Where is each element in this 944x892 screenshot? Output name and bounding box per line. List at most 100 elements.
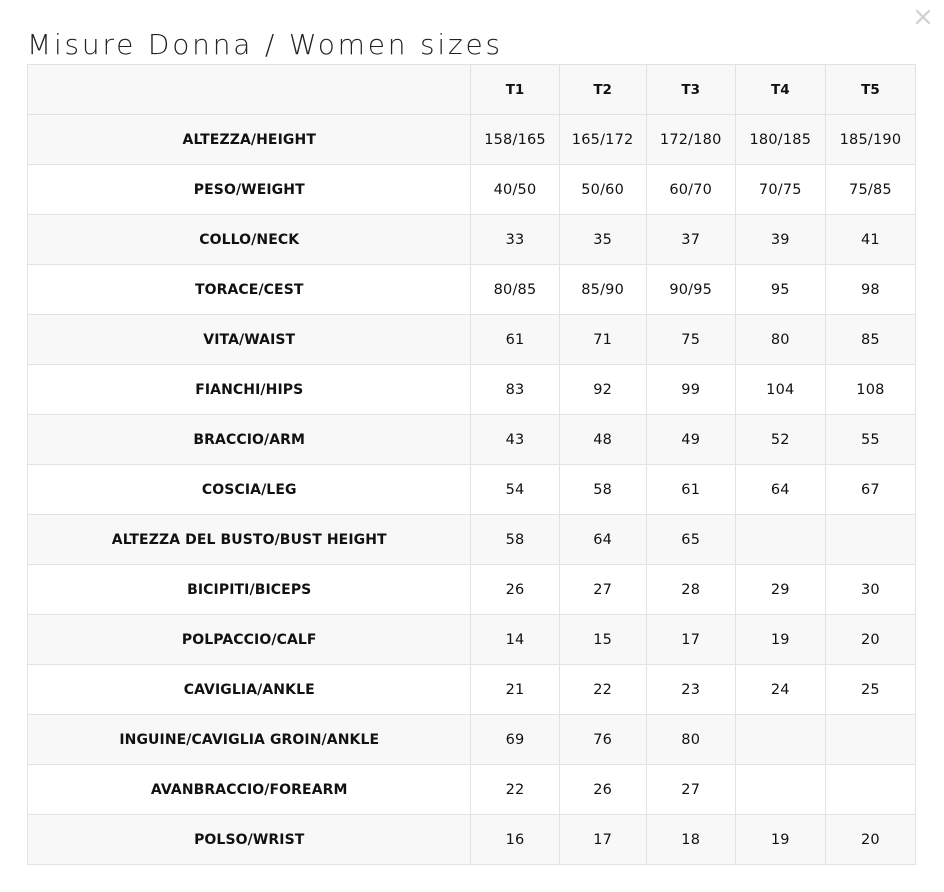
size-value-cell: 180/185 <box>734 114 826 165</box>
size-value-cell: 60/70 <box>645 164 736 215</box>
size-value-cell <box>734 514 826 565</box>
size-value-cell: 104 <box>734 364 826 415</box>
table-row: ALTEZZA DEL BUSTO/BUST HEIGHT 58 64 65 <box>26 514 917 565</box>
row-label: AVANBRACCIO/FOREARM <box>26 764 472 815</box>
size-value-cell: 17 <box>558 814 647 865</box>
table-row: POLPACCIO/CALF 14 15 17 19 20 <box>26 614 917 665</box>
size-value-cell <box>824 764 917 815</box>
size-value-cell: 75 <box>645 314 736 365</box>
size-value-cell: 55 <box>824 414 917 465</box>
table-row: BRACCIO/ARM 43 48 49 52 55 <box>26 414 917 465</box>
table-row: BICIPITI/BICEPS 26 27 28 29 30 <box>26 564 917 615</box>
size-value-cell: 20 <box>824 614 917 665</box>
header-cell-empty <box>26 64 472 115</box>
size-value-cell: 185/190 <box>824 114 917 165</box>
header-cell-t4: T4 <box>734 64 826 115</box>
close-icon <box>914 8 934 26</box>
size-value-cell: 75/85 <box>824 164 917 215</box>
size-value-cell: 58 <box>470 514 560 565</box>
size-value-cell: 26 <box>558 764 647 815</box>
size-value-cell: 48 <box>558 414 647 465</box>
size-value-cell: 27 <box>645 764 736 815</box>
size-value-cell <box>824 514 917 565</box>
row-label: ALTEZZA/HEIGHT <box>26 114 472 165</box>
size-value-cell: 90/95 <box>645 264 736 315</box>
size-value-cell: 22 <box>470 764 560 815</box>
page-title: Misure Donna / Women sizes <box>27 28 503 61</box>
size-value-cell: 80/85 <box>470 264 560 315</box>
row-label: BICIPITI/BICEPS <box>26 564 472 615</box>
size-value-cell: 69 <box>470 714 560 765</box>
size-value-cell: 58 <box>558 464 647 515</box>
size-value-cell: 15 <box>558 614 647 665</box>
size-value-cell: 37 <box>645 214 736 265</box>
close-button[interactable] <box>914 8 934 28</box>
table-row: CAVIGLIA/ANKLE 21 22 23 24 25 <box>26 664 917 715</box>
size-value-cell: 26 <box>470 564 560 615</box>
size-value-cell: 85 <box>824 314 917 365</box>
size-value-cell: 70/75 <box>734 164 826 215</box>
size-value-cell: 40/50 <box>470 164 560 215</box>
size-value-cell: 29 <box>734 564 826 615</box>
row-label: ALTEZZA DEL BUSTO/BUST HEIGHT <box>26 514 472 565</box>
size-value-cell: 65 <box>645 514 736 565</box>
size-value-cell: 158/165 <box>470 114 560 165</box>
size-value-cell: 61 <box>470 314 560 365</box>
size-value-cell: 76 <box>558 714 647 765</box>
size-value-cell: 67 <box>824 464 917 515</box>
size-value-cell: 49 <box>645 414 736 465</box>
size-value-cell: 85/90 <box>558 264 647 315</box>
table-row: TORACE/CEST 80/85 85/90 90/95 95 98 <box>26 264 917 315</box>
size-value-cell: 54 <box>470 464 560 515</box>
size-value-cell: 83 <box>470 364 560 415</box>
size-value-cell: 80 <box>645 714 736 765</box>
size-value-cell: 172/180 <box>645 114 736 165</box>
size-value-cell: 41 <box>824 214 917 265</box>
header-row: T1 T2 T3 T4 T5 <box>26 64 917 115</box>
size-value-cell: 98 <box>824 264 917 315</box>
size-value-cell: 27 <box>558 564 647 615</box>
table-row: FIANCHI/HIPS 83 92 99 104 108 <box>26 364 917 415</box>
size-value-cell <box>734 714 826 765</box>
size-value-cell: 92 <box>558 364 647 415</box>
size-value-cell: 61 <box>645 464 736 515</box>
size-value-cell: 17 <box>645 614 736 665</box>
size-value-cell: 108 <box>824 364 917 415</box>
table-row: VITA/WAIST 61 71 75 80 85 <box>26 314 917 365</box>
size-value-cell: 64 <box>558 514 647 565</box>
size-value-cell: 22 <box>558 664 647 715</box>
size-value-cell: 30 <box>824 564 917 615</box>
size-value-cell: 43 <box>470 414 560 465</box>
size-value-cell: 80 <box>734 314 826 365</box>
size-value-cell: 33 <box>470 214 560 265</box>
size-value-cell: 20 <box>824 814 917 865</box>
size-value-cell: 165/172 <box>558 114 647 165</box>
row-label: INGUINE/CAVIGLIA GROIN/ANKLE <box>26 714 472 765</box>
row-label: COSCIA/LEG <box>26 464 472 515</box>
size-value-cell: 52 <box>734 414 826 465</box>
row-label: POLPACCIO/CALF <box>26 614 472 665</box>
row-label: TORACE/CEST <box>26 264 472 315</box>
row-label: VITA/WAIST <box>26 314 472 365</box>
row-label: FIANCHI/HIPS <box>26 364 472 415</box>
table-row: POLSO/WRIST 16 17 18 19 20 <box>26 814 917 865</box>
size-value-cell: 99 <box>645 364 736 415</box>
size-value-cell: 64 <box>734 464 826 515</box>
size-value-cell: 19 <box>734 614 826 665</box>
size-value-cell: 19 <box>734 814 826 865</box>
size-value-cell: 21 <box>470 664 560 715</box>
table-body: ALTEZZA/HEIGHT 158/165 165/172 172/180 180/1… <box>26 114 917 865</box>
header-cell-t2: T2 <box>558 64 647 115</box>
size-value-cell: 25 <box>824 664 917 715</box>
size-value-cell: 24 <box>734 664 826 715</box>
row-label: COLLO/NECK <box>26 214 472 265</box>
row-label: PESO/WEIGHT <box>26 164 472 215</box>
table-row: PESO/WEIGHT 40/50 50/60 60/70 70/75 75/85 <box>26 164 917 215</box>
table-row: AVANBRACCIO/FOREARM 22 26 27 <box>26 764 917 815</box>
size-table: T1 T2 T3 T4 T5 ALTEZZA/HEIGHT 158/165 165/… <box>26 64 917 865</box>
table-row: COSCIA/LEG 54 58 61 64 67 <box>26 464 917 515</box>
size-value-cell: 50/60 <box>558 164 647 215</box>
header-cell-t5: T5 <box>824 64 917 115</box>
size-value-cell: 95 <box>734 264 826 315</box>
size-value-cell: 28 <box>645 564 736 615</box>
